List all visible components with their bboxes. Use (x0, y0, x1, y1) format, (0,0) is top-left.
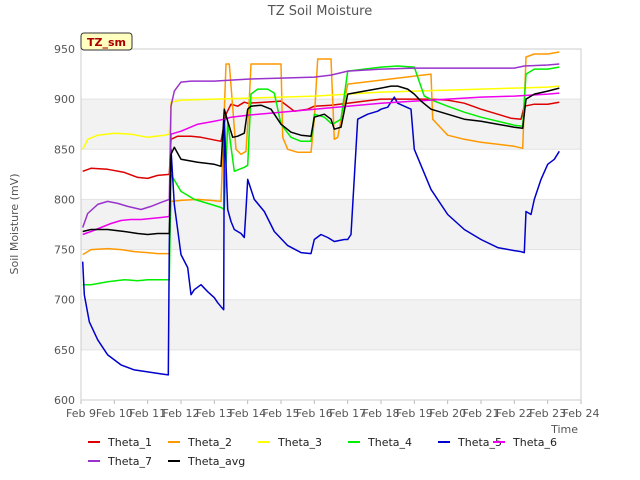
background-band-2 (81, 99, 581, 150)
x-tick-label-6: Feb 15 (263, 407, 300, 420)
legend: Theta_1 Theta_2 Theta_3 Theta_4 Theta_5 Theta… (88, 436, 557, 468)
legend-item-theta-7: Theta_7 (88, 455, 152, 468)
x-tick-label-9: Feb 18 (363, 407, 400, 420)
legend-item-theta-avg: Theta_avg (168, 455, 245, 468)
legend-item-theta-3: Theta_3 (258, 436, 322, 449)
x-tick-label-5: Feb 14 (229, 407, 266, 420)
y-tick-label-600: 600 (54, 394, 75, 407)
x-tick-label-4: Feb 13 (196, 407, 233, 420)
legend-item-theta-4: Theta_4 (348, 436, 412, 449)
legend-item-theta-1: Theta_1 (88, 436, 152, 449)
series-line-theta-avg (82, 85, 560, 236)
background-band-1 (81, 199, 581, 250)
y-axis-label: Soil Moisture (mV) (8, 174, 21, 275)
legend-label-theta-1: Theta_1 (107, 436, 152, 449)
x-tick-label-7: Feb 16 (296, 407, 333, 420)
series-line-theta-5 (81, 96, 560, 376)
legend-item-theta-6: Theta_6 (493, 436, 557, 449)
series-lines (81, 51, 560, 376)
legend-item-theta-5: Theta_5 (438, 436, 502, 449)
series-line-theta-7 (81, 63, 560, 228)
legend-label-theta-2: Theta_2 (187, 436, 232, 449)
y-tick-labels: 600 650 700 750 800 850 900 950 (54, 43, 75, 407)
station-tag: TZ_sm (80, 32, 133, 51)
station-tag-box (80, 32, 133, 51)
y-tick-label-950: 950 (54, 43, 75, 56)
x-tick-label-2: Feb 11 (129, 407, 166, 420)
legend-label-theta-5: Theta_5 (457, 436, 502, 449)
x-tick-label-1: Feb 10 (96, 407, 133, 420)
legend-label-theta-4: Theta_4 (367, 436, 412, 449)
x-tick-label-13: Feb 22 (496, 407, 533, 420)
y-tick-label-650: 650 (54, 344, 75, 357)
plot-area (80, 48, 582, 401)
y-tick-label-750: 750 (54, 244, 75, 257)
y-tick-label-800: 800 (54, 193, 75, 206)
series-line-theta-3 (82, 85, 560, 150)
x-tick-label-10: Feb 19 (396, 407, 433, 420)
legend-label-theta-avg: Theta_avg (187, 455, 245, 468)
background-band-0 (81, 299, 581, 350)
x-tick-label-0: Feb 9 (66, 407, 96, 420)
x-tick-label-14: Feb 23 (529, 407, 566, 420)
legend-label-theta-3: Theta_3 (277, 436, 322, 449)
station-tag-label: TZ_sm (87, 36, 126, 49)
y-tick-label-700: 700 (54, 294, 75, 307)
x-tick-label-3: Feb 12 (163, 407, 200, 420)
series-line-theta-6 (82, 92, 560, 236)
chart-title: TZ Soil Moisture (267, 4, 373, 19)
legend-label-theta-7: Theta_7 (107, 455, 152, 468)
y-tick-label-850: 850 (54, 143, 75, 156)
x-tick-label-12: Feb 21 (463, 407, 500, 420)
legend-item-theta-2: Theta_2 (168, 436, 232, 449)
x-tick-label-8: Feb 17 (329, 407, 366, 420)
series-line-theta-1 (82, 98, 560, 180)
x-axis-label: Time (550, 423, 578, 436)
x-tick-label-15: Feb 24 (563, 407, 600, 420)
x-tick-label-11: Feb 20 (429, 407, 466, 420)
legend-label-theta-6: Theta_6 (512, 436, 557, 449)
y-tick-label-900: 900 (54, 93, 75, 106)
